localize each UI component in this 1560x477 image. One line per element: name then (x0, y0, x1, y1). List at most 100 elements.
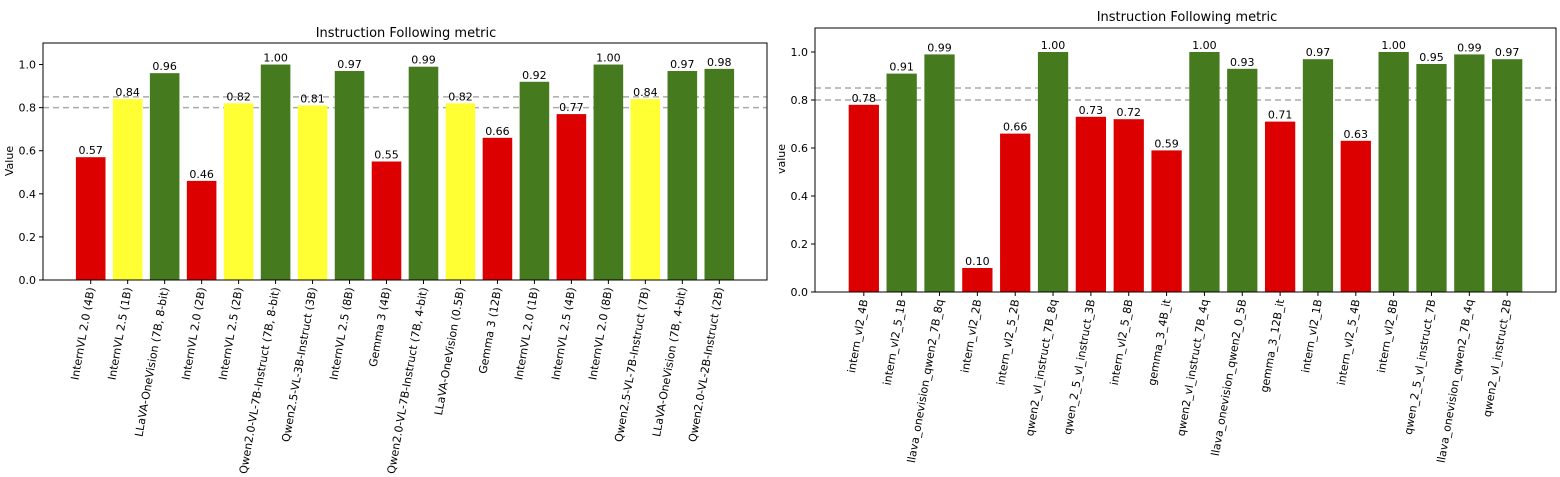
right-category-label: intern_vl2_8B (1375, 298, 1401, 374)
left-bar-value-label: 0.66 (485, 125, 510, 138)
right-chart-title: Instruction Following metric (1097, 10, 1278, 25)
right-category-label: qwen_2_5_vl_instruct_7B (1402, 298, 1439, 435)
right-bar-value-label: 1.00 (1192, 39, 1217, 52)
right-bar (1378, 52, 1409, 292)
right-category-label: intern_vl2_4B (845, 298, 871, 374)
left-chart: Instruction Following metric Value 0.57 0… (3, 26, 768, 475)
right-ytick-label: 0.2 (791, 238, 809, 251)
right-bar-value-label: 0.97 (1495, 46, 1520, 59)
right-category-label: llava_onevision_qwen2_7B_8q (905, 298, 947, 464)
right-category-label: gemma_3_12B_it (1258, 298, 1287, 394)
right-category-label: intern_vl2_5_2B (994, 298, 1022, 386)
right-bar-value-label: 0.10 (965, 255, 990, 268)
left-bar-value-label: 0.55 (374, 149, 399, 162)
right-ytick-label: 0.0 (791, 286, 809, 299)
left-category-label: Qwen2.0-VL-7B-Instruct (7B, 8-bit) (237, 286, 283, 475)
left-category-label: InternVL 2.5 (2B) (216, 286, 245, 381)
right-bar-value-label: 0.97 (1306, 46, 1331, 59)
right-bar (962, 268, 993, 292)
left-bar (297, 105, 328, 281)
right-bar-value-label: 0.99 (1457, 41, 1482, 54)
right-bar (1454, 54, 1485, 293)
left-bar (667, 71, 698, 280)
left-bar-value-label: 0.81 (300, 92, 325, 105)
left-bar (482, 137, 513, 280)
right-category-label: qwen2_vl_instruct_7B_8q (1023, 298, 1060, 437)
left-bar-value-label: 1.00 (263, 52, 288, 65)
left-ytick-label: 0.8 (19, 102, 37, 115)
left-bar-value-label: 0.84 (115, 86, 140, 99)
left-ytick-label: 0.6 (19, 145, 37, 158)
right-bar (1227, 68, 1258, 292)
right-bar (1416, 64, 1447, 292)
right-plot-frame (814, 27, 1557, 293)
left-bar-value-label: 0.82 (448, 90, 473, 103)
right-bar (1189, 52, 1220, 292)
left-bar-value-label: 0.92 (522, 69, 547, 82)
right-ytick-label: 0.8 (791, 94, 809, 107)
left-category-label: Qwen2.5-VL-3B-Instruct (3B) (279, 286, 319, 443)
right-bar (1151, 150, 1182, 292)
left-bar-value-label: 0.77 (559, 101, 584, 114)
right-category-label: gemma_3_4B_it (1146, 298, 1174, 387)
right-bar-value-label: 0.63 (1344, 128, 1369, 141)
right-category-label: intern_vl2_5_4B (1335, 298, 1363, 386)
left-chart-title: Instruction Following metric (316, 26, 497, 41)
right-bar-value-label: 0.78 (852, 92, 877, 105)
right-bar-value-label: 0.91 (889, 61, 914, 74)
right-category-label: llava_onevision_qwen2_0_5B (1209, 298, 1249, 457)
left-category-label: Gemma 3 (12B) (476, 286, 504, 375)
right-bar (1113, 119, 1144, 292)
right-bar (1000, 133, 1031, 292)
left-category-label: Gemma 3 (4B) (367, 286, 394, 368)
right-chart: Instruction Following metric value 0.78 0… (775, 10, 1557, 464)
left-bar (149, 73, 180, 280)
left-bar-value-label: 0.96 (152, 60, 177, 73)
left-bar (704, 68, 735, 280)
right-bar-value-label: 0.66 (1003, 121, 1028, 134)
left-bar (334, 71, 365, 280)
right-bar-value-label: 0.93 (1230, 56, 1255, 69)
right-bar (1492, 59, 1523, 293)
left-bar (260, 64, 291, 280)
right-ytick-label: 0.6 (791, 142, 809, 155)
right-bar-value-label: 0.95 (1419, 51, 1444, 64)
right-category-label: intern_vl2_2B (959, 298, 985, 374)
right-bar (1264, 121, 1296, 292)
left-category-label: InternVL 2.0 (4B) (69, 286, 98, 381)
right-bar-value-label: 1.00 (1381, 39, 1406, 52)
left-bar (519, 81, 550, 280)
right-bar-value-label: 0.73 (1079, 104, 1104, 117)
right-bar-value-label: 0.71 (1268, 109, 1293, 122)
left-category-label: InternVL 2.5 (8B) (327, 286, 356, 381)
right-category-label: intern_vl2_1B (1299, 298, 1325, 374)
right-bar (1302, 59, 1334, 293)
right-bar (924, 54, 955, 293)
left-category-label: InternVL 2.0 (2B) (179, 286, 208, 381)
left-bar-value-label: 1.00 (596, 52, 621, 65)
left-category-label: LLaVA-OneVision (7B, 4-bit) (650, 286, 689, 438)
right-category-label: qwen_2_5_vl_instruct_3B (1061, 298, 1098, 435)
left-bar (75, 157, 106, 280)
left-bar-value-label: 0.98 (707, 56, 732, 69)
left-bar-value-label: 0.82 (226, 90, 251, 103)
right-bar (848, 104, 879, 292)
right-bar-value-label: 0.72 (1116, 106, 1141, 119)
left-bar (630, 99, 661, 280)
right-bar-value-label: 0.59 (1154, 137, 1179, 150)
right-ytick-label: 0.4 (791, 190, 809, 203)
left-category-label: LLaVA-OneVision (7B, 8-bit) (132, 286, 171, 438)
right-category-label: qwen2_vl_instruct_2B (1481, 298, 1515, 418)
left-chart-ylabel: Value (3, 146, 16, 176)
right-category-label: intern_vl2_5_1B (881, 298, 909, 386)
right-bar (1037, 52, 1069, 292)
right-bar-value-label: 1.00 (1041, 39, 1066, 52)
left-bar-value-label: 0.84 (633, 86, 658, 99)
right-category-label: qwen2_vl_instruct_7B_4q (1174, 298, 1211, 437)
left-bar (223, 103, 254, 280)
left-ytick-label: 0.0 (19, 274, 37, 287)
left-ytick-label: 0.4 (19, 188, 37, 201)
left-bar-value-label: 0.57 (78, 144, 103, 157)
left-category-label: LLaVA-OneVision (0.5B) (432, 286, 467, 416)
